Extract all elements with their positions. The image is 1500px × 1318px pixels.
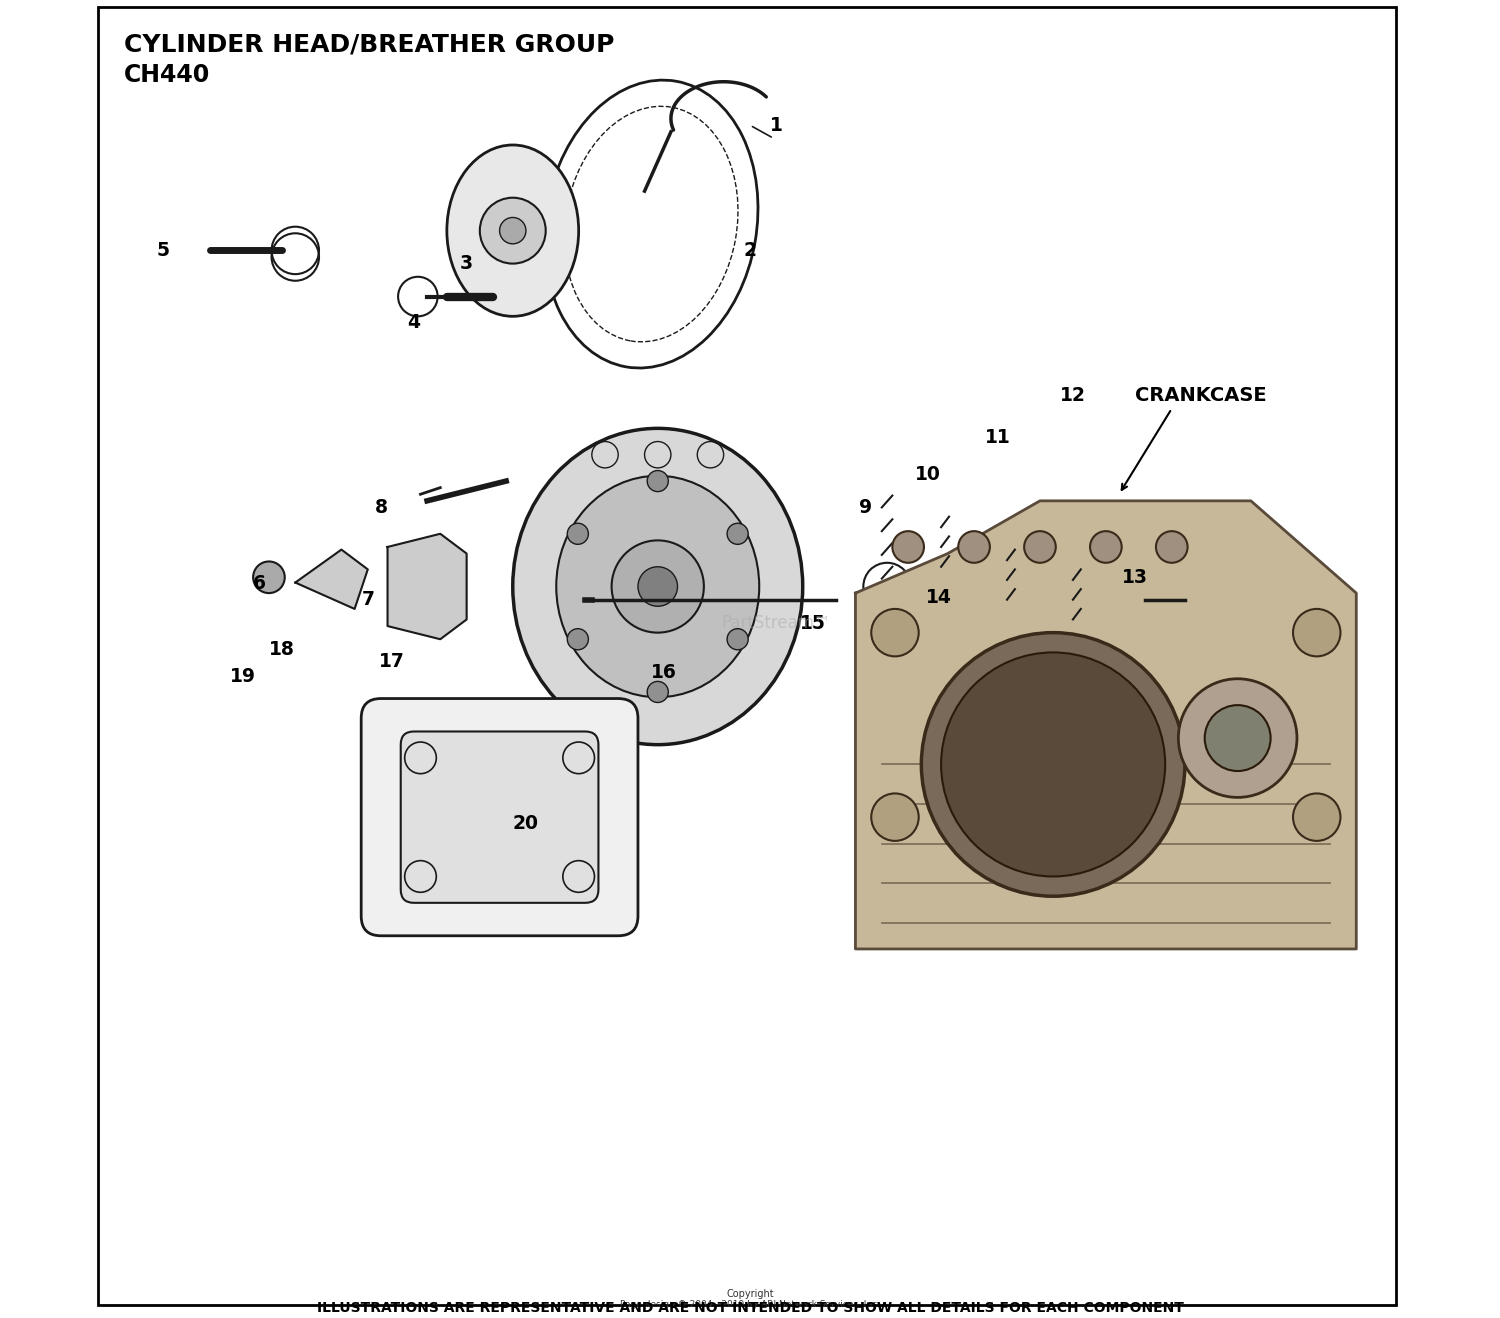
Ellipse shape	[513, 428, 802, 745]
Text: 5: 5	[158, 241, 170, 260]
Text: CRANKCASE: CRANKCASE	[1136, 386, 1266, 405]
Circle shape	[638, 567, 678, 606]
Ellipse shape	[556, 476, 759, 697]
Circle shape	[567, 629, 588, 650]
Circle shape	[1179, 679, 1298, 797]
Text: ILLUSTRATIONS ARE REPRESENTATIVE AND ARE NOT INTENDED TO SHOW ALL DETAILS FOR EA: ILLUSTRATIONS ARE REPRESENTATIVE AND ARE…	[316, 1301, 1184, 1315]
Text: Copyright: Copyright	[726, 1289, 774, 1300]
Text: 3: 3	[460, 254, 472, 273]
Polygon shape	[855, 501, 1356, 949]
Text: 6: 6	[254, 575, 266, 593]
Circle shape	[646, 471, 669, 492]
Circle shape	[1156, 531, 1188, 563]
Text: 7: 7	[362, 590, 375, 609]
Text: CYLINDER HEAD/BREATHER GROUP: CYLINDER HEAD/BREATHER GROUP	[124, 33, 615, 57]
Text: 13: 13	[1122, 568, 1148, 587]
Circle shape	[728, 629, 748, 650]
Circle shape	[500, 217, 526, 244]
Circle shape	[871, 793, 918, 841]
Text: 17: 17	[378, 652, 405, 671]
Text: PartStream™: PartStream™	[722, 614, 831, 633]
Text: 19: 19	[230, 667, 255, 685]
Circle shape	[958, 531, 990, 563]
Ellipse shape	[447, 145, 579, 316]
Circle shape	[1204, 705, 1270, 771]
Circle shape	[567, 523, 588, 544]
Text: 14: 14	[926, 588, 951, 606]
Text: 12: 12	[1060, 386, 1086, 405]
Text: 10: 10	[915, 465, 940, 484]
FancyBboxPatch shape	[362, 699, 638, 936]
Text: 2: 2	[744, 241, 756, 260]
Circle shape	[1293, 609, 1341, 656]
Circle shape	[892, 531, 924, 563]
Circle shape	[728, 523, 748, 544]
Circle shape	[926, 573, 964, 613]
Text: 9: 9	[859, 498, 873, 517]
Text: 18: 18	[268, 641, 296, 659]
Circle shape	[871, 609, 918, 656]
Circle shape	[940, 652, 1166, 876]
Text: 11: 11	[986, 428, 1011, 447]
Polygon shape	[387, 534, 466, 639]
Text: 20: 20	[513, 815, 538, 833]
Text: 8: 8	[375, 498, 387, 517]
Text: 16: 16	[651, 663, 678, 681]
Text: 15: 15	[801, 614, 826, 633]
Circle shape	[1293, 793, 1341, 841]
Circle shape	[992, 606, 1030, 646]
Circle shape	[921, 633, 1185, 896]
Circle shape	[1058, 626, 1096, 666]
Circle shape	[480, 198, 546, 264]
Text: Page design © 2004 - 2019 by ARI Network Services, Inc.: Page design © 2004 - 2019 by ARI Network…	[620, 1301, 880, 1309]
Text: 4: 4	[408, 314, 420, 332]
Polygon shape	[296, 550, 368, 609]
Circle shape	[1090, 531, 1122, 563]
FancyBboxPatch shape	[400, 731, 598, 903]
Circle shape	[1024, 531, 1056, 563]
Circle shape	[254, 561, 285, 593]
Text: 1: 1	[770, 116, 783, 134]
Circle shape	[646, 681, 669, 702]
Text: CH440: CH440	[124, 63, 210, 87]
Circle shape	[612, 540, 704, 633]
